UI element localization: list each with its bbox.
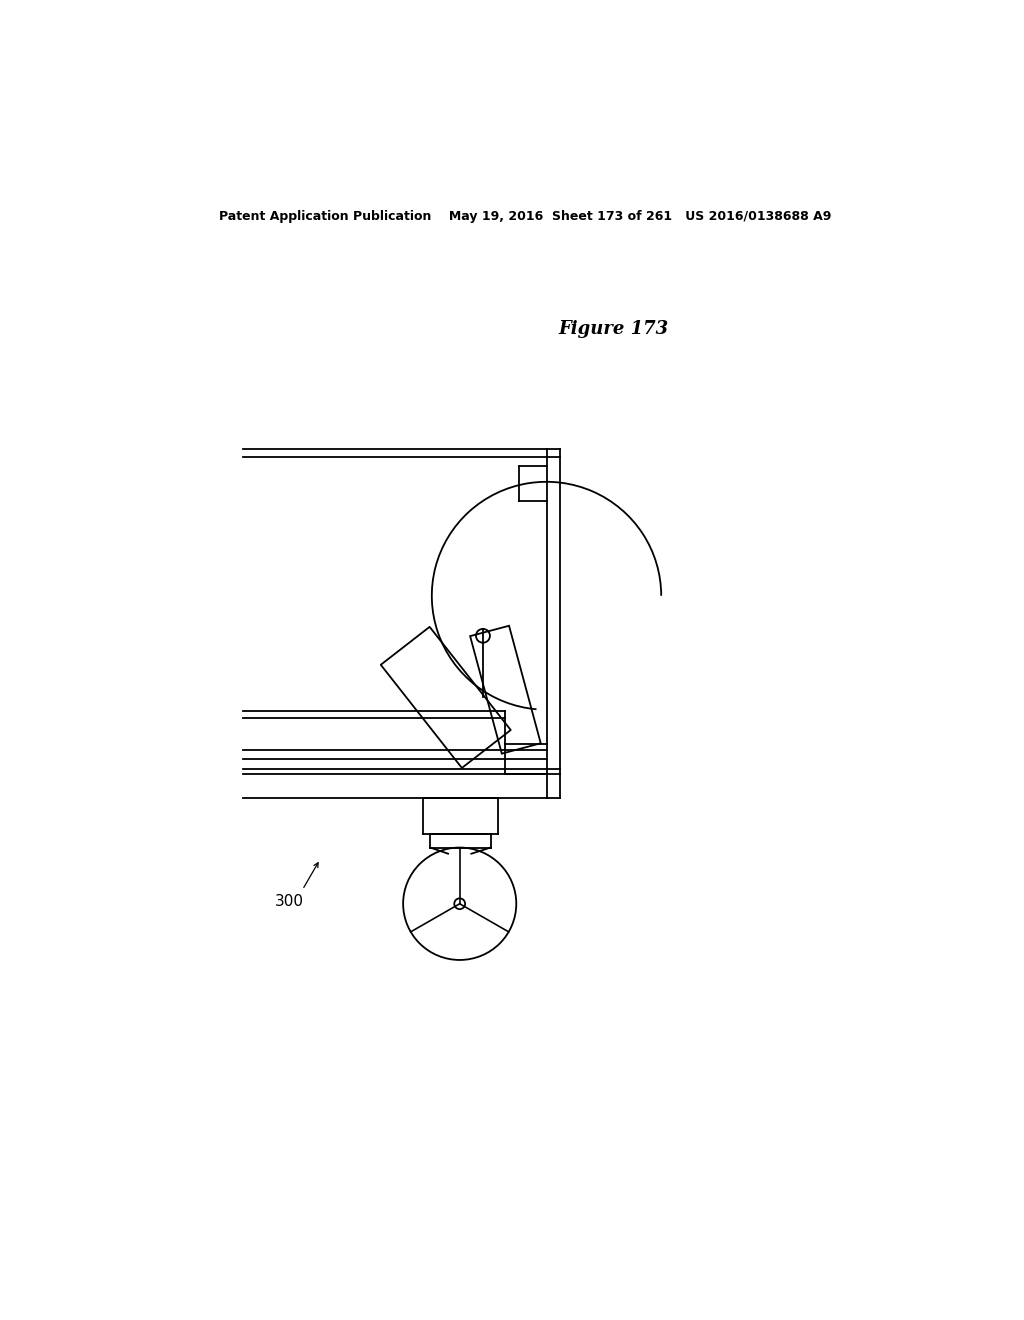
Text: Patent Application Publication    May 19, 2016  Sheet 173 of 261   US 2016/01386: Patent Application Publication May 19, 2… bbox=[218, 210, 831, 223]
Text: Figure 173: Figure 173 bbox=[559, 321, 669, 338]
Text: 300: 300 bbox=[274, 894, 304, 909]
